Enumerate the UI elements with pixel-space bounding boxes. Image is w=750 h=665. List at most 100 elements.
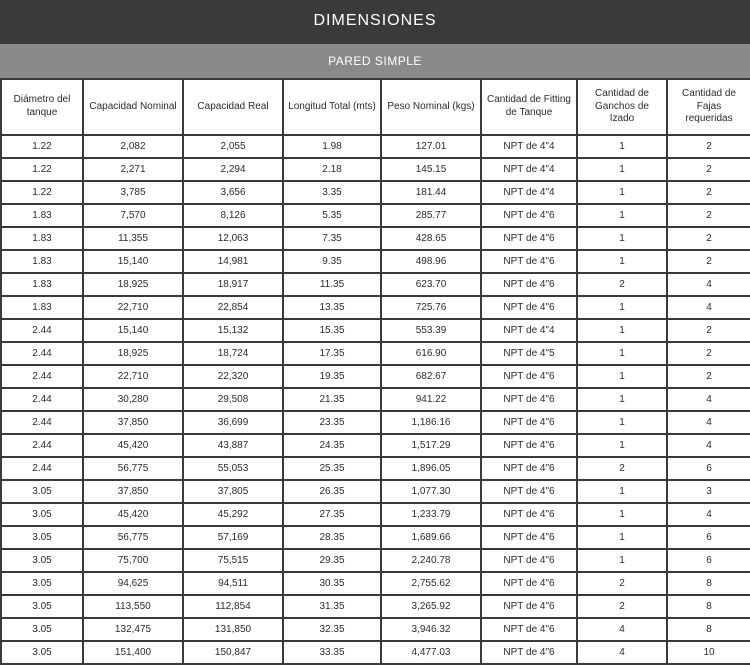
table-cell: 682.67 — [381, 365, 481, 388]
table-cell: 2.18 — [283, 158, 381, 181]
table-cell: 131,850 — [183, 618, 283, 641]
table-cell: 33.35 — [283, 641, 381, 664]
table-row: 3.0594,62594,51130.352,755.62NPT de 4"62… — [1, 572, 750, 595]
table-cell: 94,511 — [183, 572, 283, 595]
table-cell: 2,294 — [183, 158, 283, 181]
table-cell: 2.44 — [1, 388, 83, 411]
table-cell: 75,515 — [183, 549, 283, 572]
table-cell: 27.35 — [283, 503, 381, 526]
table-cell: 6 — [667, 526, 750, 549]
table-cell: 3 — [667, 480, 750, 503]
table-cell: 1 — [577, 434, 667, 457]
table-cell: NPT de 4"4 — [481, 181, 577, 204]
table-cell: 22,710 — [83, 296, 183, 319]
table-cell: 3.35 — [283, 181, 381, 204]
table-row: 1.8322,71022,85413.35725.76NPT de 4"614 — [1, 296, 750, 319]
table-cell: 1 — [577, 319, 667, 342]
table-cell: 55,053 — [183, 457, 283, 480]
table-cell: 1.83 — [1, 250, 83, 273]
table-cell: 14,981 — [183, 250, 283, 273]
table-cell: 2,055 — [183, 135, 283, 158]
table-row: 1.8311,35512,0637.35428.65NPT de 4"612 — [1, 227, 750, 250]
table-cell: 1 — [577, 204, 667, 227]
table-cell: 1.22 — [1, 158, 83, 181]
table-cell: 8 — [667, 618, 750, 641]
table-cell: 15,132 — [183, 319, 283, 342]
table-cell: 1.83 — [1, 273, 83, 296]
table-cell: 6 — [667, 549, 750, 572]
table-cell: 43,887 — [183, 434, 283, 457]
table-cell: 3,785 — [83, 181, 183, 204]
table-cell: 1.83 — [1, 204, 83, 227]
table-cell: 7.35 — [283, 227, 381, 250]
table-cell: NPT de 4"6 — [481, 411, 577, 434]
table-cell: 19.35 — [283, 365, 381, 388]
table-cell: NPT de 4"6 — [481, 618, 577, 641]
table-cell: 151,400 — [83, 641, 183, 664]
table-row: 1.222,0822,0551.98127.01NPT de 4"412 — [1, 135, 750, 158]
table-cell: 2 — [667, 204, 750, 227]
table-row: 2.4415,14015,13215.35553.39NPT de 4"412 — [1, 319, 750, 342]
table-cell: 181.44 — [381, 181, 481, 204]
table-cell: 18,925 — [83, 273, 183, 296]
table-cell: 9.35 — [283, 250, 381, 273]
table-cell: 3,946.32 — [381, 618, 481, 641]
table-cell: 1,077.30 — [381, 480, 481, 503]
table-cell: NPT de 4"6 — [481, 273, 577, 296]
table-cell: 1.22 — [1, 135, 83, 158]
table-cell: 28.35 — [283, 526, 381, 549]
table-cell: 36,699 — [183, 411, 283, 434]
table-cell: 37,805 — [183, 480, 283, 503]
table-cell: 112,854 — [183, 595, 283, 618]
table-cell: 2.44 — [1, 411, 83, 434]
table-cell: 2 — [577, 457, 667, 480]
table-cell: NPT de 4"6 — [481, 227, 577, 250]
table-cell: 11,355 — [83, 227, 183, 250]
table-header-row: Diámetro del tanqueCapacidad NominalCapa… — [1, 79, 750, 135]
table-cell: 3,265.92 — [381, 595, 481, 618]
table-cell: 1 — [577, 480, 667, 503]
table-cell: 15,140 — [83, 319, 183, 342]
table-cell: 8 — [667, 595, 750, 618]
column-header: Capacidad Real — [183, 79, 283, 135]
table-cell: 18,917 — [183, 273, 283, 296]
table-cell: 150,847 — [183, 641, 283, 664]
table-cell: 22,710 — [83, 365, 183, 388]
table-cell: NPT de 4"6 — [481, 296, 577, 319]
table-cell: 7,570 — [83, 204, 183, 227]
table-cell: 45,420 — [83, 434, 183, 457]
table-cell: 24.35 — [283, 434, 381, 457]
table-cell: 3,656 — [183, 181, 283, 204]
table-cell: 127.01 — [381, 135, 481, 158]
table-cell: 2,240.78 — [381, 549, 481, 572]
table-cell: NPT de 4"6 — [481, 480, 577, 503]
table-cell: 4 — [577, 618, 667, 641]
table-cell: NPT de 4"4 — [481, 319, 577, 342]
table-cell: 29,508 — [183, 388, 283, 411]
table-row: 1.223,7853,6563.35181.44NPT de 4"412 — [1, 181, 750, 204]
table-cell: 3.05 — [1, 526, 83, 549]
table-cell: 3.05 — [1, 595, 83, 618]
table-cell: 22,320 — [183, 365, 283, 388]
table-cell: 1,517.29 — [381, 434, 481, 457]
table-cell: 1,186.16 — [381, 411, 481, 434]
table-cell: 3.05 — [1, 572, 83, 595]
table-cell: 2.44 — [1, 319, 83, 342]
dimensions-table: Diámetro del tanqueCapacidad NominalCapa… — [0, 78, 750, 665]
table-cell: 6 — [667, 457, 750, 480]
table-cell: 4,477.03 — [381, 641, 481, 664]
table-cell: 8 — [667, 572, 750, 595]
table-cell: NPT de 4"6 — [481, 526, 577, 549]
table-cell: 5.35 — [283, 204, 381, 227]
table-cell: 498.96 — [381, 250, 481, 273]
table-row: 1.8318,92518,91711.35623.70NPT de 4"624 — [1, 273, 750, 296]
table-row: 2.4456,77555,05325.351,896.05NPT de 4"62… — [1, 457, 750, 480]
table-cell: NPT de 4"6 — [481, 250, 577, 273]
table-cell: 2 — [577, 572, 667, 595]
table-cell: 2.44 — [1, 457, 83, 480]
table-cell: 4 — [577, 641, 667, 664]
table-cell: 1,896.05 — [381, 457, 481, 480]
table-cell: 23.35 — [283, 411, 381, 434]
table-cell: 1.83 — [1, 296, 83, 319]
table-cell: 725.76 — [381, 296, 481, 319]
